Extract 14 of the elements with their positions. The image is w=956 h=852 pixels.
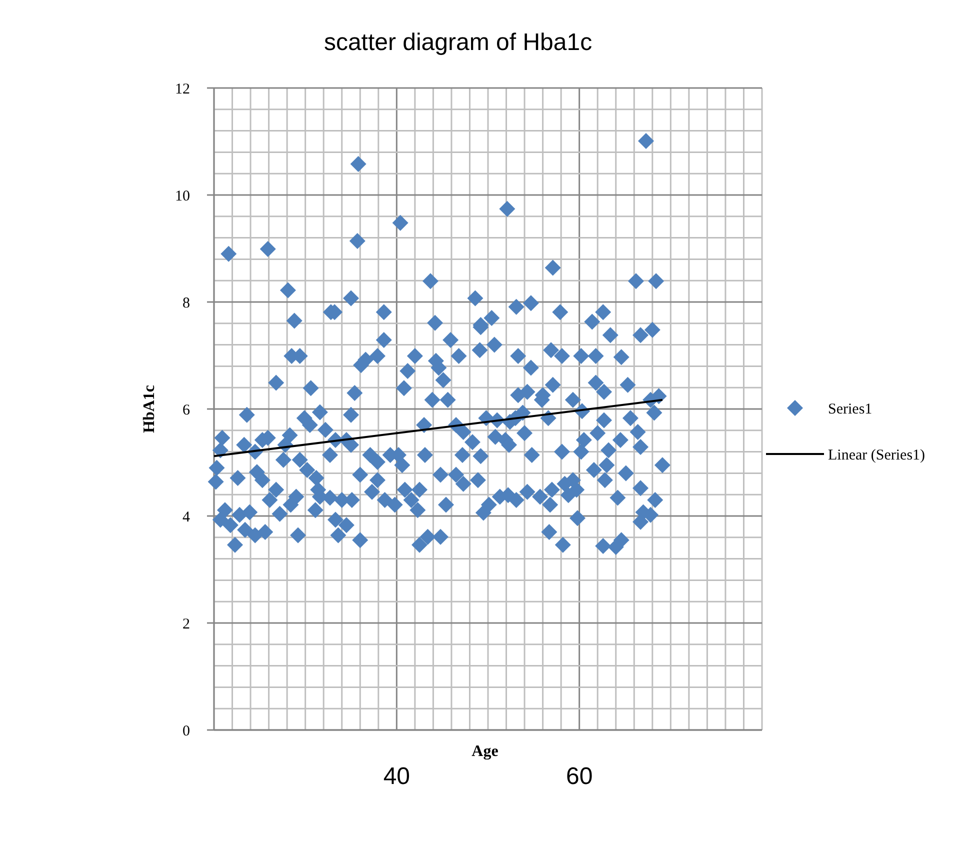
- y-tick-label: 0: [182, 723, 190, 740]
- y-tick-label: 2: [182, 616, 190, 632]
- x-tick-label: 40: [383, 763, 410, 790]
- y-tick-label: 12: [175, 81, 190, 98]
- x-tick-label: 60: [566, 763, 593, 790]
- legend-label: Linear (Series1): [828, 447, 926, 464]
- y-axis-title: HbA1c: [141, 385, 158, 433]
- y-tick-label: 4: [182, 509, 190, 526]
- y-tick-label: 10: [175, 188, 190, 204]
- chart-title: scatter diagram of Hba1c: [324, 29, 592, 56]
- y-tick-label: 8: [182, 295, 190, 312]
- y-tick-label: 6: [182, 402, 190, 418]
- x-axis-title: Age: [472, 743, 498, 760]
- legend-label: Series1: [828, 401, 872, 418]
